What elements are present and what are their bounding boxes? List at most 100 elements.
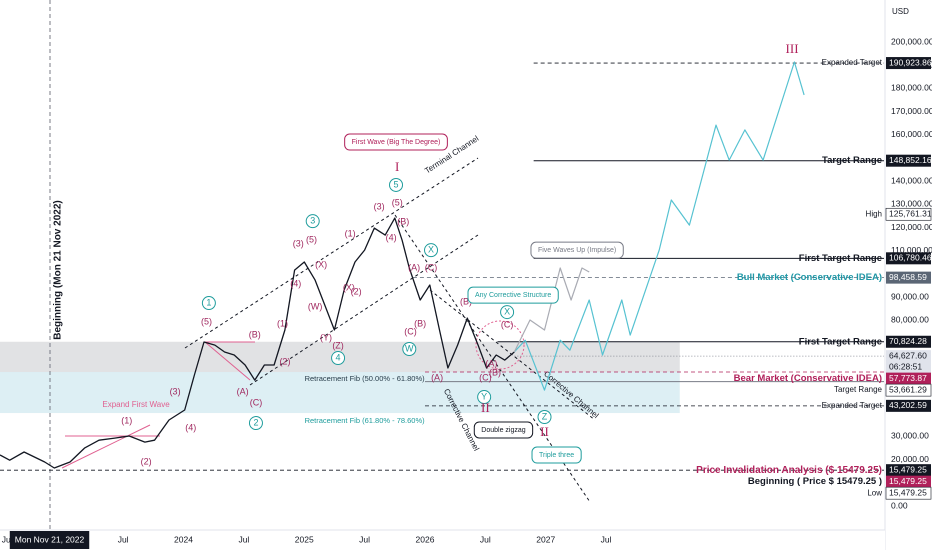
wave-label: (4) <box>185 423 196 433</box>
y-tick-label: 80,000.00 <box>891 315 929 325</box>
x-tick-label: 2026 <box>416 534 435 544</box>
y-tick-label: 180,000.00 <box>891 83 932 93</box>
wave-label: (Z) <box>332 340 344 350</box>
note: Beginning (Mon 21 Nov 2022) <box>53 200 64 339</box>
wave-label: (3) <box>170 387 181 397</box>
terminal-channel-line <box>184 157 479 349</box>
zone-label: Retracement Fib (50.00% - 61.80%) <box>305 374 426 383</box>
y-tick-label: 0.00 <box>891 500 908 510</box>
note-text: Any Corrective Structure <box>475 292 551 299</box>
projection-line <box>513 61 805 391</box>
degree-label: I <box>395 159 399 174</box>
wave-label: (Y) <box>320 332 332 342</box>
price-label-bg <box>885 383 932 397</box>
wave-label: (B) <box>489 368 501 378</box>
wave-circle <box>201 296 216 311</box>
level-name: Bear Market (Conservative IDEA) <box>734 373 882 384</box>
wave-label: (4) <box>386 232 397 242</box>
wave-circle <box>248 416 263 431</box>
wave-label: (X) <box>315 259 327 269</box>
level-name: First Target Range <box>799 336 882 347</box>
note-box <box>530 241 624 259</box>
expand-wave-line <box>61 424 151 469</box>
x-tick-label: 2024 <box>174 534 193 544</box>
note: Expand First Wave <box>102 400 170 409</box>
price-label-bg <box>886 335 931 348</box>
wave-circle <box>402 342 417 357</box>
y-tick-label: 170,000.00 <box>891 106 932 116</box>
wave-label: (A) <box>408 262 420 272</box>
note-text: Double zigzag <box>481 427 525 434</box>
y-tick-label: 130,000.00 <box>891 199 932 209</box>
corrective-channel-line <box>429 289 596 421</box>
price-label-bg <box>886 399 931 412</box>
price-label-bg <box>886 350 931 374</box>
wave-label: W <box>405 343 414 353</box>
y-tick-label: 200,000.00 <box>891 36 932 46</box>
note-text: Five Waves Up (Impulse) <box>538 247 616 254</box>
wave-label: (B) <box>249 329 261 339</box>
x-tick-label: Jul <box>480 534 491 544</box>
level-name: Beginning ( Price $ 15479.25 ) <box>748 476 882 487</box>
wave-label: (5) <box>306 235 317 245</box>
level-name: Target Range <box>822 155 882 166</box>
wave-label: (3) <box>374 201 385 211</box>
wave-circle <box>424 243 439 258</box>
price-labels: 190,923.86 Expanded Target 148,852.16 Targe… <box>696 57 932 500</box>
price-label-bg <box>886 464 931 477</box>
wave-label: (3) <box>293 238 304 248</box>
wave-label: 1 <box>206 297 211 307</box>
x-tick-label: 2027 <box>536 534 555 544</box>
price-label-bg <box>886 154 931 167</box>
price-label: 15,479.25 <box>889 487 927 497</box>
price-label-bg <box>886 475 931 488</box>
note-text: Triple three <box>539 452 574 459</box>
wave-label: (X) <box>343 282 355 292</box>
price-label: 64,627.60 <box>889 350 927 360</box>
wave-label: X <box>428 245 434 255</box>
wave-label: (A) <box>237 387 249 397</box>
price-label-bg <box>886 57 931 70</box>
y-tick-label: 110,000.00 <box>891 245 932 255</box>
wave-circle <box>331 351 346 366</box>
degree-label: II <box>540 424 549 439</box>
wave-label: 5 <box>394 179 399 189</box>
price-label: 70,824.28 <box>889 336 927 346</box>
wave-circle <box>537 409 552 424</box>
wave-label: 2 <box>253 417 258 427</box>
wave-label: (A) <box>485 358 497 368</box>
x-tick-label: Mon Nov 21, 2022 <box>15 534 85 544</box>
wave-label: (C) <box>250 397 263 407</box>
y-tick-label: 140,000.00 <box>891 175 932 185</box>
price-label: 43,202.59 <box>889 400 927 410</box>
y-tick-label: 160,000.00 <box>891 129 932 139</box>
wave-label: (1) <box>345 229 356 239</box>
degree-label: III <box>786 41 799 56</box>
price-label-bg <box>886 252 931 265</box>
level-name: Low <box>867 488 882 497</box>
series <box>0 61 805 469</box>
zone-label: Retracement Fib (61.80% - 78.60%) <box>305 416 426 425</box>
wave-circle <box>305 214 320 229</box>
level-name: Price Invalidation Analysis ($ 15479.25) <box>696 465 882 476</box>
wave-label: X <box>504 306 510 316</box>
wave-circle <box>389 177 404 192</box>
y-tick-label: 30,000.00 <box>891 431 929 441</box>
price-label: 148,852.16 <box>889 155 932 165</box>
price-label: 53,661.29 <box>889 384 927 394</box>
wave-label: 3 <box>310 216 315 226</box>
countdown: 06:28:51 <box>889 361 922 371</box>
price-label-bg <box>885 207 932 221</box>
wave-label: (2) <box>141 456 152 466</box>
price-label: 15,479.25 <box>889 464 927 474</box>
annotations: (1)(2)(3)(4)(5)(A)(B)(C)(1)(2)(3)(4)(5)(… <box>121 41 798 466</box>
wave-circle <box>500 305 515 320</box>
wave-label: Y <box>481 391 487 401</box>
level-name: High <box>866 209 882 218</box>
price-label-bg <box>886 271 931 284</box>
x-tick-label: Jul <box>238 534 249 544</box>
wave-label: (C) <box>479 372 492 382</box>
